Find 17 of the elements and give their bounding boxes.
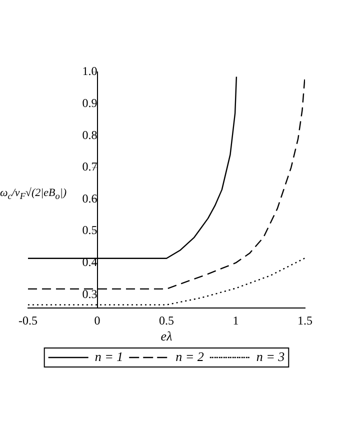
x-tick-label: 1.5 [298,313,312,328]
x-tick-label: 0 [94,313,100,328]
y-tick-label: 0.8 [82,128,98,142]
x-tick-label: -0.5 [18,313,38,328]
y-tick-label: 0.9 [82,96,98,110]
x-axis-title: eλ [160,328,173,344]
legend-label: n = 3 [256,348,286,364]
y-tick-label: 0.7 [82,160,98,174]
x-tick-label: 1 [232,313,239,328]
legend-label: n = 2 [176,348,204,364]
y-tick-label: 0.5 [82,223,98,238]
y-tick-label: 0.3 [82,286,98,301]
y-axis-title: ω$_{c}$/v$_{F}$√(2|eB$_{o}$|) [0,187,66,202]
y-tick-label: 0.6 [82,191,98,206]
x-tick-label: 0.5 [159,313,174,328]
y-tick-label: 1.0 [82,64,98,78]
legend-label: n = 1 [94,348,124,364]
